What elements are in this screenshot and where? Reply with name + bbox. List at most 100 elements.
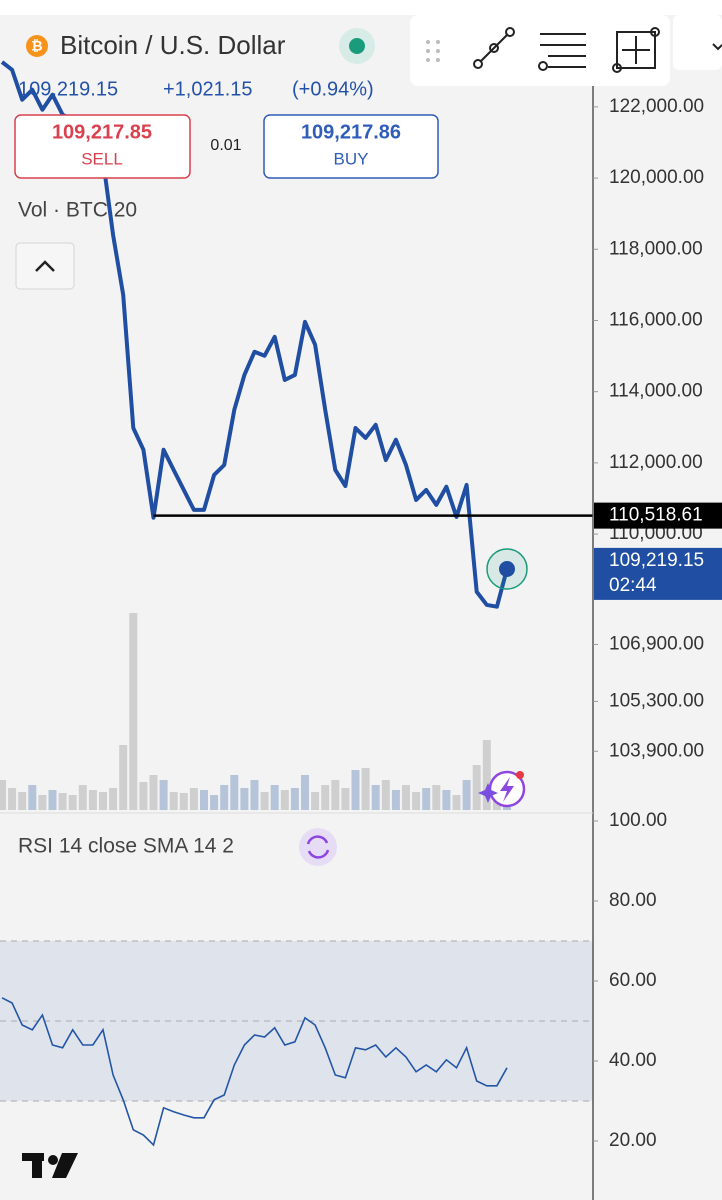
volume-bar [78,785,87,810]
volume-bar [99,792,107,810]
volume-bar [361,768,370,810]
header-change-pct: (+0.94%) [292,78,374,100]
volume-bar [169,792,178,810]
sell-label: SELL [81,149,123,168]
bitcoin-icon [26,35,48,57]
trendline-tool[interactable] [473,27,515,69]
rsi-line [1,997,508,1147]
rsi-legend: RSI 14 close SMA 14 2 [18,835,234,858]
rsi-tick-label: 40.00 [609,1050,657,1071]
reference-label-bg [594,502,722,529]
spread: 0.01 [210,137,241,154]
measure-tool[interactable] [612,27,660,73]
refresh-icon [306,835,330,859]
volume-bar [58,793,67,810]
bitcoin-glyph: ₿ [31,38,42,54]
volume-bar [482,740,491,810]
countdown: 02:44 [609,575,657,596]
header-price: 109,219.15 [18,78,118,100]
volume-bar [129,613,138,810]
last-point [499,560,515,577]
y-tick-label: 103,900.00 [609,740,704,761]
volume-bar [189,788,198,810]
notification-dot [516,771,524,779]
rsi-refresh[interactable] [299,828,337,866]
volume-bar [432,785,441,810]
buy-label: BUY [334,149,369,168]
volume-bar [301,775,309,810]
sparkle [478,783,498,803]
volume-bar [88,790,97,810]
volume-legend: Vol · BTC 20 [18,199,137,222]
volume-bar [422,788,431,810]
volume-bar [210,795,219,810]
volume-bar [442,790,451,810]
volume-bar [371,785,380,810]
dropdown[interactable] [673,15,722,70]
volume-bar [149,775,158,810]
volume-bar [341,788,350,810]
rsi-tick-label: 80.00 [609,890,657,911]
volume-bar [270,785,279,810]
y-tick-label: 106,900.00 [609,633,704,654]
volume-bar [139,782,148,810]
volume-bar [230,775,239,810]
collapse-button[interactable] [15,242,75,290]
drag-handle[interactable] [426,40,440,62]
volume-bar [68,795,77,810]
last-price-bg [594,547,722,600]
assistant-icon [500,777,514,802]
rsi-tick-label: 60.00 [609,970,657,991]
volume-bar [220,785,229,810]
symbol-title[interactable]: Bitcoin / U.S. Dollar [60,30,286,60]
fib-tool[interactable] [538,33,586,71]
volume-bar [412,792,421,810]
status-bar [0,0,722,15]
buy-button[interactable] [263,114,439,179]
header-change: +1,021.15 [163,78,253,100]
collapse-icon [35,260,55,272]
volume-bar [452,795,461,810]
volume-bar [159,780,168,810]
volume-bar [18,792,27,810]
y-tick-label: 105,300.00 [609,690,704,711]
y-tick-label: 116,000.00 [609,309,703,330]
drawing-toolbar [410,15,670,86]
volume-bar [200,790,208,810]
rsi-tick-label: 20.00 [609,1130,657,1151]
y-tick-label: 118,000.00 [609,238,703,259]
volume-bar [472,765,481,810]
volume-bar [351,770,360,810]
reference-label: 110,518.61 [609,505,703,526]
last-price-label: 109,219.15 [609,550,704,571]
volume-bar [290,788,299,810]
volume-bar [48,790,57,810]
y-tick-label: 120,000.00 [609,167,704,188]
y-tick-label: 112,000.00 [609,452,703,473]
volume-bar [119,745,128,810]
market-status-dot [349,38,365,54]
volume-bar [280,790,289,810]
volume-bar [8,788,17,810]
volume-bar [381,780,390,810]
sell-price: 109,217.85 [52,121,152,143]
volume-bar [38,795,47,810]
volume-bar [462,780,471,810]
y-tick-label: 114,000.00 [609,381,703,402]
tradingview-logo [22,1153,78,1178]
volume-bar [250,780,259,810]
volume-bar [240,788,249,810]
volume-bar [28,785,37,810]
y-tick-label: 122,000.00 [609,96,704,117]
rsi-band [0,941,593,1101]
volume-bar [321,785,330,810]
volume-bar [109,788,118,810]
sell-button[interactable] [14,114,191,179]
volume-bar [260,792,269,810]
volume-bar [402,785,410,810]
volume-bar [179,793,188,810]
volume-bar [331,780,340,810]
volume-bar [0,780,6,810]
volume-bar [391,790,400,810]
